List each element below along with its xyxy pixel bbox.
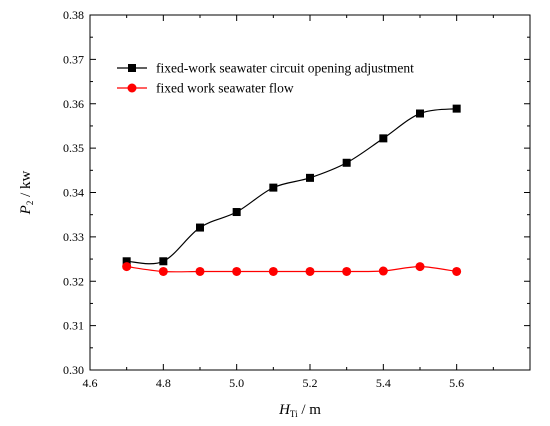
data-point-circle bbox=[122, 262, 132, 272]
legend-marker bbox=[128, 64, 136, 72]
x-tick-label: 5.4 bbox=[376, 376, 391, 390]
data-point-square bbox=[232, 208, 241, 217]
x-tick-label: 5.6 bbox=[449, 376, 464, 390]
y-tick-label: 0.35 bbox=[63, 141, 84, 155]
data-point-circle bbox=[378, 266, 388, 276]
legend-item: fixed-work seawater circuit opening adju… bbox=[117, 61, 414, 76]
x-axis-title: HTi / m bbox=[278, 402, 321, 419]
legend-label: fixed-work seawater circuit opening adju… bbox=[156, 61, 414, 76]
data-point-square bbox=[196, 223, 204, 232]
data-point-circle bbox=[415, 262, 425, 272]
data-point-circle bbox=[158, 266, 168, 276]
data-point-square bbox=[122, 257, 131, 266]
y-tick-label: 0.38 bbox=[63, 8, 84, 22]
data-point-circle bbox=[342, 266, 352, 276]
y-tick-label: 0.30 bbox=[63, 363, 84, 377]
series-line bbox=[126, 266, 457, 273]
y-tick-label: 0.31 bbox=[63, 319, 84, 333]
data-point-circle bbox=[452, 266, 462, 276]
series-1 bbox=[122, 262, 462, 276]
y-tick-label: 0.33 bbox=[63, 230, 84, 244]
y-tick-label: 0.36 bbox=[63, 97, 84, 111]
legend-marker bbox=[127, 83, 137, 93]
x-axis-title-unit: / m bbox=[298, 402, 322, 418]
x-tick-label: 5.2 bbox=[303, 376, 318, 390]
y-axis-title-symbol: P bbox=[18, 205, 34, 215]
y-tick-label: 0.32 bbox=[63, 274, 84, 288]
legend: fixed-work seawater circuit opening adju… bbox=[117, 61, 414, 96]
data-point-square bbox=[416, 109, 424, 118]
legend-label: fixed work seawater flow bbox=[156, 81, 294, 96]
y-tick-label: 0.34 bbox=[63, 186, 84, 200]
data-point-circle bbox=[195, 266, 205, 276]
data-point-square bbox=[306, 173, 314, 182]
series-line bbox=[126, 108, 457, 265]
legend-item: fixed work seawater flow bbox=[117, 81, 294, 96]
y-axis-title: P2 / kw bbox=[18, 170, 35, 215]
y-axis-title-subscript: 2 bbox=[25, 201, 35, 206]
x-tick-label: 5.0 bbox=[229, 376, 244, 390]
data-point-square bbox=[379, 134, 388, 143]
data-point-circle bbox=[268, 266, 278, 276]
axis-ticks: 4.6 4.8 5.0 5.2 5.4 5.6 0.30 0.31 0.32 0.33 0.34 0.… bbox=[63, 8, 530, 390]
series-layer bbox=[122, 104, 462, 276]
x-tick-label: 4.8 bbox=[156, 376, 171, 390]
y-axis-title-unit: / kw bbox=[18, 170, 34, 200]
x-tick-label: 4.6 bbox=[83, 376, 98, 390]
x-axis-title-symbol: H bbox=[278, 402, 291, 418]
x-axis-title-subscript: Ti bbox=[290, 409, 298, 419]
data-point-square bbox=[159, 257, 168, 266]
data-point-square bbox=[269, 183, 278, 192]
data-point-circle bbox=[305, 266, 315, 276]
series-0 bbox=[122, 104, 461, 266]
data-point-square bbox=[452, 104, 461, 113]
data-point-circle bbox=[232, 266, 242, 276]
y-tick-label: 0.37 bbox=[63, 52, 84, 66]
data-point-square bbox=[342, 158, 351, 167]
